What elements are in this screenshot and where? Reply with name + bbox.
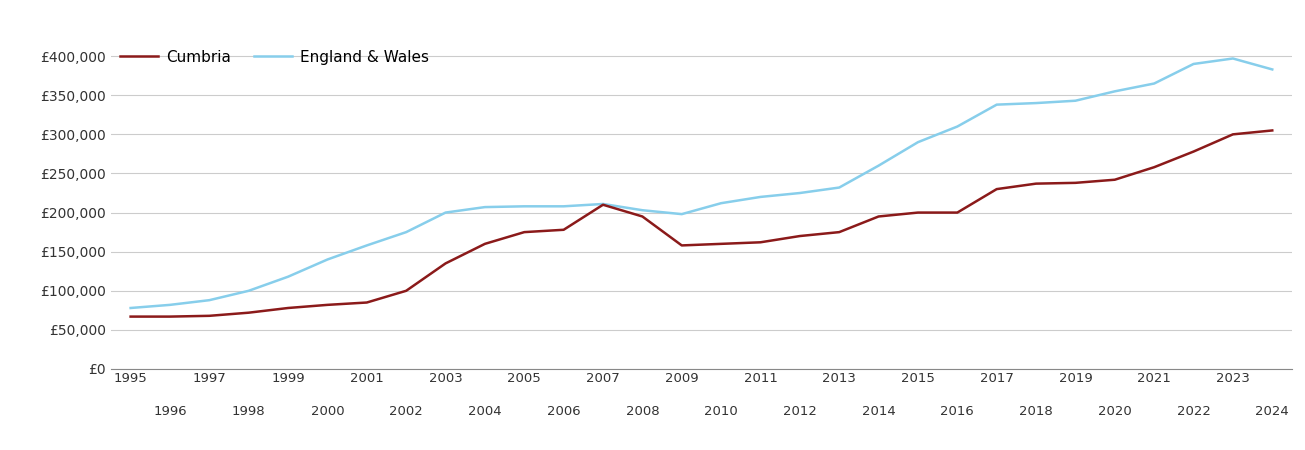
Cumbria bbox=[123, 314, 138, 319]
Cumbria bbox=[714, 241, 729, 247]
Cumbria bbox=[753, 239, 769, 245]
Cumbria bbox=[437, 261, 453, 266]
Text: 1998: 1998 bbox=[232, 405, 265, 418]
England & Wales bbox=[123, 305, 138, 310]
Cumbria bbox=[478, 241, 493, 247]
England & Wales bbox=[753, 194, 769, 200]
Text: 2000: 2000 bbox=[311, 405, 345, 418]
England & Wales bbox=[1186, 61, 1202, 67]
Text: 2014: 2014 bbox=[861, 405, 895, 418]
England & Wales bbox=[1225, 56, 1241, 61]
England & Wales bbox=[1146, 81, 1161, 86]
Cumbria bbox=[792, 234, 808, 239]
Text: 2004: 2004 bbox=[468, 405, 501, 418]
Cumbria bbox=[1028, 181, 1044, 186]
Cumbria bbox=[201, 313, 217, 319]
England & Wales bbox=[870, 163, 886, 168]
Cumbria bbox=[281, 305, 296, 310]
Cumbria bbox=[359, 300, 375, 305]
Text: 2020: 2020 bbox=[1098, 405, 1131, 418]
England & Wales bbox=[398, 230, 414, 235]
Text: 2002: 2002 bbox=[389, 405, 423, 418]
England & Wales bbox=[673, 212, 689, 217]
England & Wales bbox=[1107, 89, 1122, 94]
England & Wales bbox=[359, 243, 375, 248]
England & Wales bbox=[831, 185, 847, 190]
Cumbria bbox=[831, 230, 847, 235]
Cumbria bbox=[320, 302, 335, 307]
England & Wales bbox=[634, 207, 650, 213]
Cumbria bbox=[595, 202, 611, 207]
England & Wales bbox=[792, 190, 808, 196]
Text: 2012: 2012 bbox=[783, 405, 817, 418]
Text: 2024: 2024 bbox=[1255, 405, 1289, 418]
England & Wales bbox=[201, 297, 217, 303]
Cumbria bbox=[950, 210, 966, 215]
England & Wales bbox=[1067, 98, 1083, 104]
Cumbria bbox=[1107, 177, 1122, 182]
Text: 2006: 2006 bbox=[547, 405, 581, 418]
England & Wales bbox=[989, 102, 1005, 108]
Cumbria bbox=[398, 288, 414, 293]
Line: Cumbria: Cumbria bbox=[130, 130, 1272, 317]
Cumbria bbox=[241, 310, 257, 315]
England & Wales bbox=[162, 302, 177, 307]
England & Wales bbox=[281, 274, 296, 279]
Cumbria bbox=[870, 214, 886, 219]
Text: 1996: 1996 bbox=[153, 405, 187, 418]
Text: 2008: 2008 bbox=[625, 405, 659, 418]
England & Wales bbox=[910, 140, 925, 145]
Cumbria bbox=[1186, 149, 1202, 154]
Cumbria bbox=[1265, 128, 1280, 133]
Text: 2010: 2010 bbox=[705, 405, 739, 418]
Cumbria bbox=[1225, 132, 1241, 137]
Text: 2022: 2022 bbox=[1177, 405, 1211, 418]
Cumbria bbox=[517, 230, 532, 235]
England & Wales bbox=[556, 203, 572, 209]
Cumbria bbox=[556, 227, 572, 233]
England & Wales bbox=[950, 124, 966, 129]
Text: 2016: 2016 bbox=[941, 405, 975, 418]
Legend: Cumbria, England & Wales: Cumbria, England & Wales bbox=[114, 44, 435, 71]
Cumbria bbox=[910, 210, 925, 215]
Line: England & Wales: England & Wales bbox=[130, 58, 1272, 308]
Cumbria bbox=[1067, 180, 1083, 185]
England & Wales bbox=[320, 257, 335, 262]
England & Wales bbox=[595, 201, 611, 207]
England & Wales bbox=[241, 288, 257, 293]
England & Wales bbox=[517, 203, 532, 209]
Cumbria bbox=[634, 214, 650, 219]
England & Wales bbox=[478, 204, 493, 210]
Cumbria bbox=[162, 314, 177, 319]
England & Wales bbox=[1028, 100, 1044, 106]
England & Wales bbox=[437, 210, 453, 215]
Text: 2018: 2018 bbox=[1019, 405, 1053, 418]
England & Wales bbox=[1265, 67, 1280, 72]
Cumbria bbox=[1146, 165, 1161, 170]
Cumbria bbox=[989, 186, 1005, 192]
England & Wales bbox=[714, 201, 729, 206]
Cumbria bbox=[673, 243, 689, 248]
